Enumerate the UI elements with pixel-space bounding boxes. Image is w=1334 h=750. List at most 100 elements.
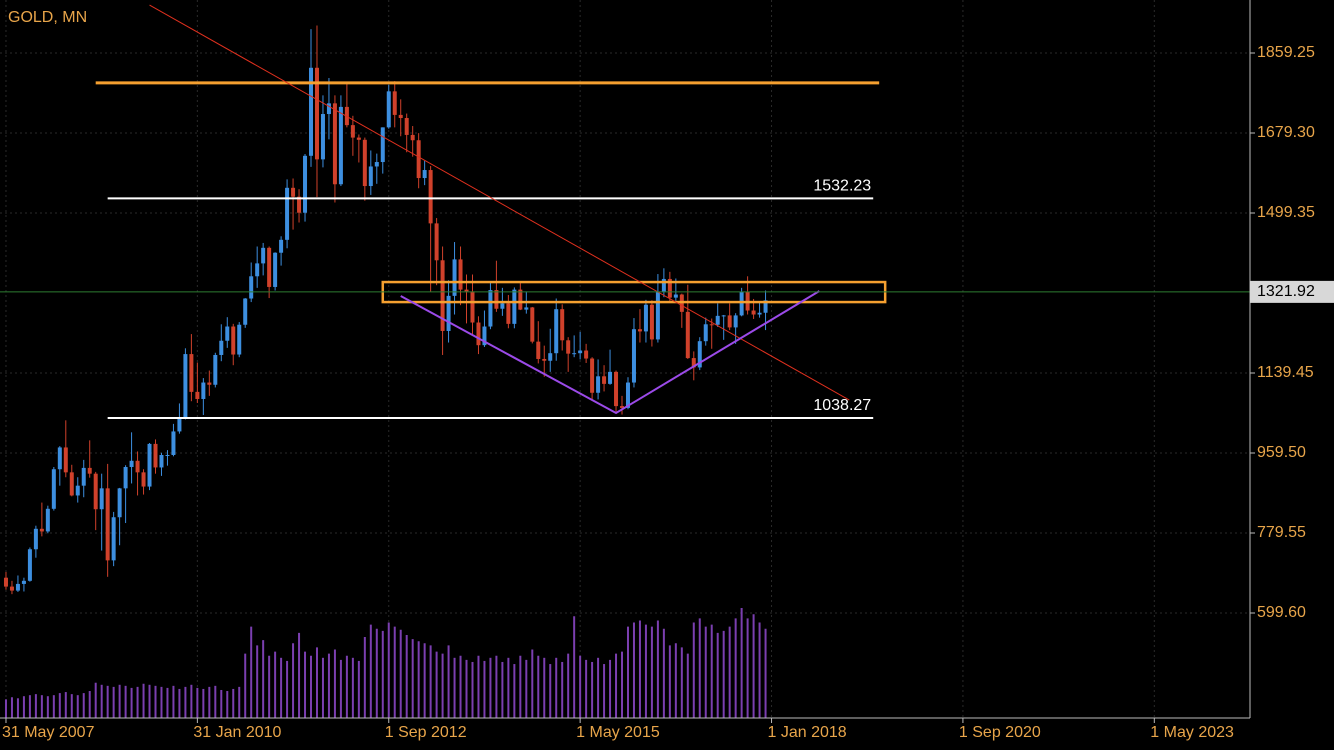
y-tick-label: 1679.30 <box>1257 124 1315 141</box>
candle-body <box>279 239 284 253</box>
candle-body <box>410 134 415 141</box>
candle-body <box>548 353 553 361</box>
candle-body <box>326 103 331 115</box>
v-pattern <box>400 290 820 415</box>
candle-body <box>482 326 487 346</box>
candle-body <box>452 259 457 296</box>
candle-body <box>320 114 325 160</box>
candle-body <box>75 485 80 496</box>
candle-body <box>476 322 481 346</box>
candle-body <box>219 340 224 355</box>
candle-body <box>87 467 92 474</box>
volume-layer <box>4 608 767 718</box>
last-price-label: 1321.92 <box>1257 283 1315 300</box>
candle-body <box>117 488 122 518</box>
candle-body <box>15 583 20 591</box>
candle-body <box>596 376 601 393</box>
candle-body <box>602 376 607 384</box>
candle-body <box>123 467 128 489</box>
candle-body <box>506 303 511 324</box>
candle-body <box>159 455 164 468</box>
drawing-layer: 1532.23 1038.27 <box>0 4 1250 419</box>
candle-body <box>434 223 439 261</box>
x-tick-label: 1 May 2015 <box>576 724 660 741</box>
candle-body <box>554 309 559 354</box>
candle-body <box>273 252 278 287</box>
candle-body <box>542 358 547 361</box>
candle-body <box>356 137 361 140</box>
candle-body <box>39 528 44 532</box>
candle-body <box>195 391 200 399</box>
candle-body <box>201 382 206 399</box>
y-tick-label: 779.55 <box>1257 524 1306 541</box>
x-tick-label: 31 May 2007 <box>2 724 95 741</box>
candle-body <box>213 354 218 385</box>
candle-body <box>338 106 343 185</box>
candle-body <box>584 350 589 359</box>
candle-body <box>231 326 236 355</box>
candle-body <box>9 586 14 591</box>
candle-body <box>530 307 535 342</box>
candle-body <box>697 341 702 368</box>
candle-body <box>33 528 38 550</box>
candle-body <box>63 447 68 473</box>
candle-body <box>655 291 660 340</box>
candle-body <box>739 291 744 316</box>
candle-body <box>458 259 463 290</box>
candle-body <box>763 300 768 313</box>
candle-body <box>368 166 373 187</box>
y-tick-label: 1499.35 <box>1257 204 1315 221</box>
candle-body <box>57 447 62 470</box>
candle-body <box>153 443 158 468</box>
candle-body <box>578 350 583 354</box>
x-tick-label: 1 Sep 2012 <box>385 724 467 741</box>
x-tick-label: 1 May 2023 <box>1150 724 1234 741</box>
candle-body <box>207 382 212 385</box>
candle-body <box>715 315 720 325</box>
candle-body <box>51 469 56 509</box>
candle-body <box>727 315 732 328</box>
candle-body <box>661 278 666 292</box>
candle-body <box>590 358 595 393</box>
candle-body <box>189 354 194 392</box>
candle-body <box>111 517 116 561</box>
candle-body <box>303 155 308 213</box>
candle-body <box>470 291 475 323</box>
candle-body <box>267 247 272 287</box>
candle-body <box>643 304 648 332</box>
x-tick-label: 31 Jan 2010 <box>193 724 281 741</box>
candle-body <box>721 315 726 317</box>
candle-body <box>751 310 756 315</box>
candle-body <box>512 289 517 324</box>
candle-body <box>249 276 254 299</box>
candle-body <box>69 472 74 496</box>
candle-body <box>673 294 678 298</box>
candle-body <box>105 488 110 561</box>
candle-body <box>291 187 296 197</box>
candle-body <box>285 187 290 240</box>
candle-body <box>21 580 26 584</box>
candle-body <box>309 67 314 156</box>
candle-body <box>135 460 140 473</box>
candle-body <box>350 125 355 138</box>
candle-body <box>488 290 493 327</box>
candle-body <box>183 354 188 418</box>
candle-body <box>261 247 266 264</box>
candle-body <box>631 329 636 383</box>
candle-body <box>332 103 337 185</box>
candle-body <box>314 67 319 160</box>
candle-body <box>93 473 98 510</box>
candle-body <box>428 170 433 224</box>
y-tick-label: 599.60 <box>1257 604 1306 621</box>
candle-body <box>392 91 397 115</box>
candle-body <box>99 488 104 510</box>
candle-body <box>147 443 152 487</box>
candle-body <box>374 162 379 167</box>
candle-body <box>255 263 260 277</box>
candle-body <box>625 382 630 408</box>
candle-body <box>177 417 182 432</box>
candle-body <box>608 371 613 384</box>
candle-body <box>171 431 176 456</box>
candle-body <box>362 139 367 187</box>
